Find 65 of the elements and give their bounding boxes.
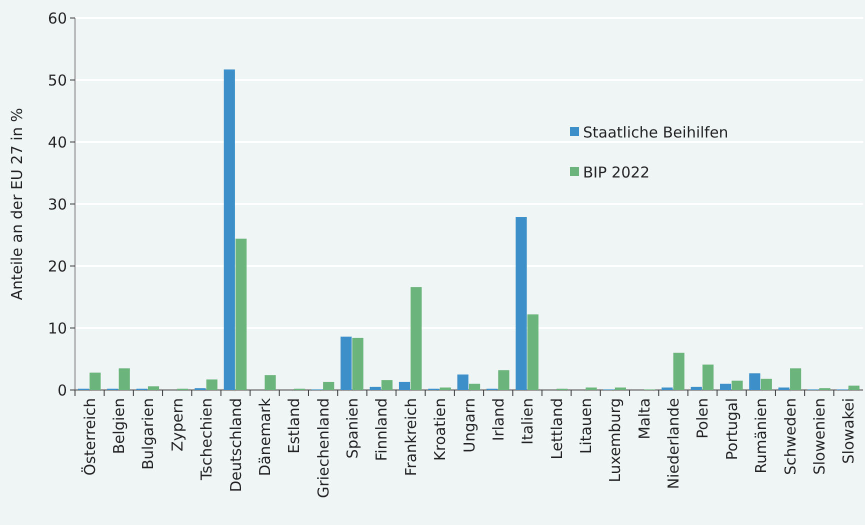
- bar: [352, 338, 364, 390]
- x-tick-label: Niederlande: [664, 398, 683, 490]
- x-tick-label: Portugal: [722, 398, 741, 460]
- x-tick-label: Italien: [518, 398, 537, 445]
- legend-label: Staatliche Beihilfen: [583, 123, 728, 142]
- x-tick-label: Tschechien: [198, 398, 216, 482]
- x-tick-label: Zypern: [168, 398, 186, 452]
- bar: [90, 372, 101, 390]
- bar: [527, 314, 538, 390]
- x-tick-label: Finnland: [372, 398, 391, 462]
- bar: [370, 386, 381, 390]
- x-tick-label: Litauen: [576, 398, 595, 454]
- x-tick-label: Schweden: [781, 398, 800, 476]
- bar: [790, 368, 802, 390]
- x-tick-label: Österreich: [80, 398, 99, 476]
- x-tick-label: Bulgarien: [139, 398, 158, 470]
- bar: [516, 217, 527, 390]
- x-tick-label: Spanien: [344, 398, 362, 459]
- bar: [690, 386, 702, 390]
- bar: [264, 375, 276, 390]
- legend-label: BIP 2022: [583, 163, 650, 182]
- x-tick-label: Ungarn: [460, 398, 478, 453]
- x-tick-label: Irland: [489, 398, 508, 441]
- x-tick-label: Slowenien: [810, 398, 828, 475]
- bar: [323, 382, 334, 390]
- x-tick-label: Deutschland: [226, 398, 245, 492]
- bar: [118, 368, 130, 390]
- bar: [469, 384, 480, 390]
- y-tick-label: 30: [48, 195, 67, 214]
- x-tick-label: Rumänien: [752, 398, 770, 474]
- bar: [702, 364, 714, 390]
- y-tick-label: 40: [48, 133, 67, 152]
- bar: [148, 386, 160, 390]
- bar: [720, 384, 732, 390]
- bar: [749, 373, 760, 390]
- y-tick-label: 10: [48, 319, 67, 338]
- bar: [398, 382, 410, 390]
- bar: [410, 287, 422, 390]
- bar: [732, 380, 743, 390]
- y-tick-label: 0: [57, 381, 67, 400]
- x-tick-label: Kroatien: [431, 398, 450, 461]
- bar: [498, 370, 510, 390]
- y-axis-title: Anteile an der EU 27 in %: [8, 108, 26, 300]
- y-tick-label: 50: [48, 71, 67, 90]
- bar: [673, 352, 684, 390]
- x-tick-label: Frankreich: [402, 398, 420, 476]
- x-tick-label: Polen: [694, 398, 712, 439]
- x-tick-label: Slowakei: [840, 398, 858, 464]
- x-tick-label: Belgien: [110, 398, 128, 454]
- y-tick-label: 20: [48, 257, 67, 276]
- x-tick-label: Estland: [285, 398, 304, 454]
- x-tick-label: Griechenland: [314, 398, 332, 498]
- bar: [457, 374, 468, 390]
- bar: [206, 379, 218, 390]
- bar: [848, 386, 860, 390]
- x-tick-label: Dänemark: [256, 398, 274, 476]
- x-tick-label: Lettland: [548, 398, 566, 460]
- bar: [381, 380, 393, 390]
- bar: [340, 336, 352, 390]
- y-tick-label: 60: [48, 9, 67, 28]
- x-tick-label: Malta: [635, 398, 654, 440]
- bar: [760, 378, 772, 390]
- bar: [224, 69, 235, 390]
- bar: [236, 238, 247, 390]
- x-tick-label: Luxemburg: [606, 398, 624, 482]
